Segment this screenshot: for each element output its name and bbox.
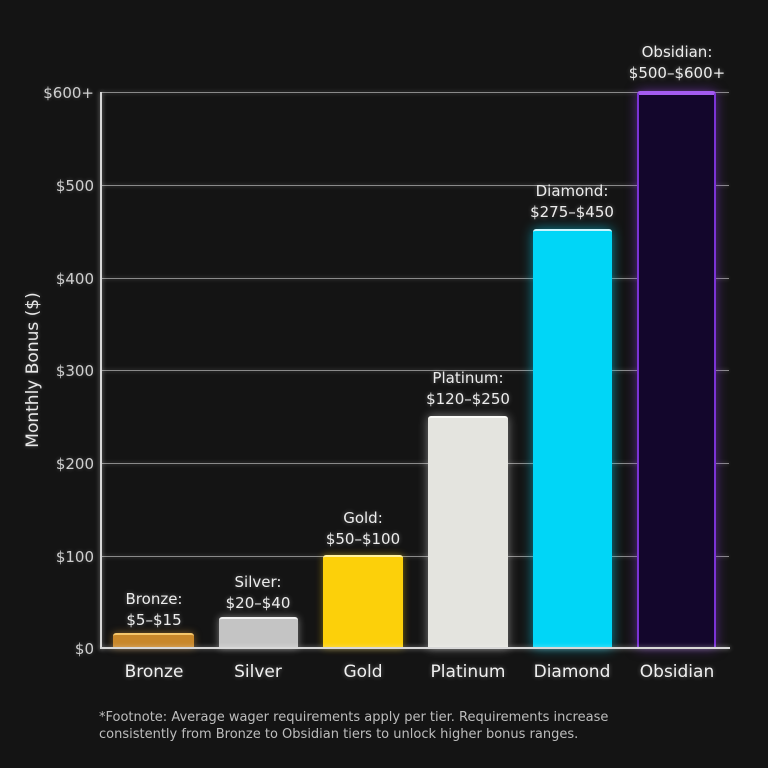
x-tick-diamond: Diamond (533, 662, 611, 682)
x-tick-platinum: Platinum (430, 662, 506, 682)
annotation-tier: Obsidian: (641, 43, 713, 61)
x-tick-gold: Gold (343, 662, 383, 682)
bar-gold (323, 555, 403, 648)
y-tick: $300 (55, 362, 94, 380)
gridline-100 (101, 556, 729, 557)
y-tick: $400 (55, 270, 94, 288)
y-tick: $100 (55, 548, 94, 566)
gridline-600 (101, 92, 729, 93)
annotation-diamond: Diamond: $275–$450 (530, 181, 614, 223)
annotation-tier: Bronze: (125, 590, 183, 608)
annotation-range: $120–$250 (426, 390, 510, 408)
y-tick: $0 (74, 640, 94, 658)
annotation-platinum: Platinum: $120–$250 (426, 368, 510, 410)
x-tick-silver: Silver (234, 662, 282, 682)
y-axis-label: Monthly Bonus ($) (23, 292, 43, 448)
x-axis-line (100, 647, 730, 649)
footnote: *Footnote: Average wager requirements ap… (99, 710, 609, 742)
annotation-silver: Silver: $20–$40 (226, 572, 291, 614)
annotation-range: $275–$450 (530, 203, 614, 221)
annotation-range: $20–$40 (225, 594, 291, 612)
bar-bronze (113, 633, 194, 648)
x-tick-bronze: Bronze (124, 662, 184, 682)
bar-obsidian (637, 91, 716, 648)
x-tick-obsidian: Obsidian (639, 662, 715, 682)
annotation-tier: Gold: (343, 509, 383, 527)
annotation-gold: Gold: $50–$100 (326, 508, 400, 550)
gridline-500 (101, 185, 729, 186)
annotation-range: $500–$600+ (628, 64, 726, 82)
annotation-bronze: Bronze: $5–$15 (126, 589, 183, 631)
bar-diamond (533, 229, 612, 648)
annotation-tier: Platinum: (432, 369, 504, 387)
bar-platinum (428, 416, 508, 648)
y-axis-line (100, 92, 102, 649)
annotation-range: $50–$100 (325, 530, 401, 548)
gridline-400 (101, 278, 729, 279)
bar-silver (219, 617, 298, 648)
gridline-200 (101, 463, 729, 464)
annotation-tier: Silver: (234, 573, 282, 591)
annotation-obsidian: Obsidian: $500–$600+ (629, 42, 725, 84)
gridline-300 (101, 370, 729, 371)
y-tick: $200 (55, 455, 94, 473)
y-tick: $500 (55, 177, 94, 195)
y-tick: $600+ (43, 84, 94, 102)
annotation-range: $5–$15 (126, 611, 182, 629)
annotation-tier: Diamond: (535, 182, 609, 200)
